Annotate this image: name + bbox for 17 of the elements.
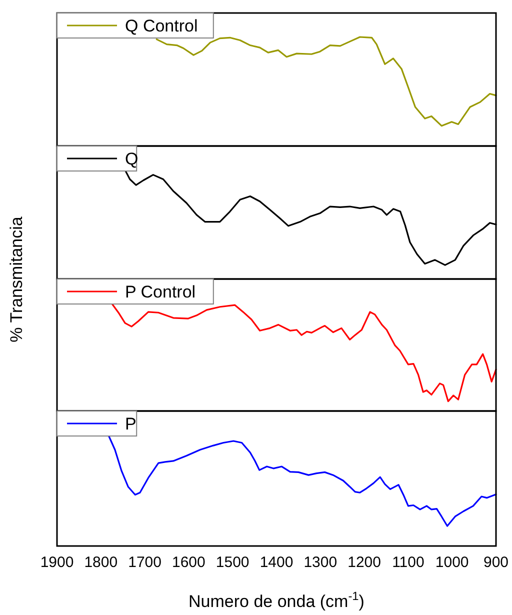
x-tick-label: 1600	[172, 554, 206, 571]
x-tick-label: 1800	[84, 554, 118, 571]
legend-label: P	[125, 414, 136, 434]
legend-label: Q	[125, 150, 138, 168]
legend-label: Q Control	[125, 16, 198, 36]
legend-label: P Control	[125, 282, 196, 302]
x-tick-label: 1400	[260, 554, 294, 571]
x-tick-label: 1300	[304, 554, 338, 571]
x-tick-label: 1000	[435, 554, 469, 571]
x-tick-label: 1100	[392, 554, 424, 571]
x-tick-label: 1700	[128, 554, 162, 571]
y-axis-title: % Transmitancia	[7, 216, 26, 342]
x-tick-label: 900	[483, 554, 509, 571]
x-tick-label: 1200	[348, 554, 381, 571]
x-tick-label: 1900	[40, 554, 74, 571]
x-axis-title: Numero de onda (cm$^{-1}$)	[188, 589, 364, 611]
x-tick-label: 1500	[216, 554, 250, 571]
